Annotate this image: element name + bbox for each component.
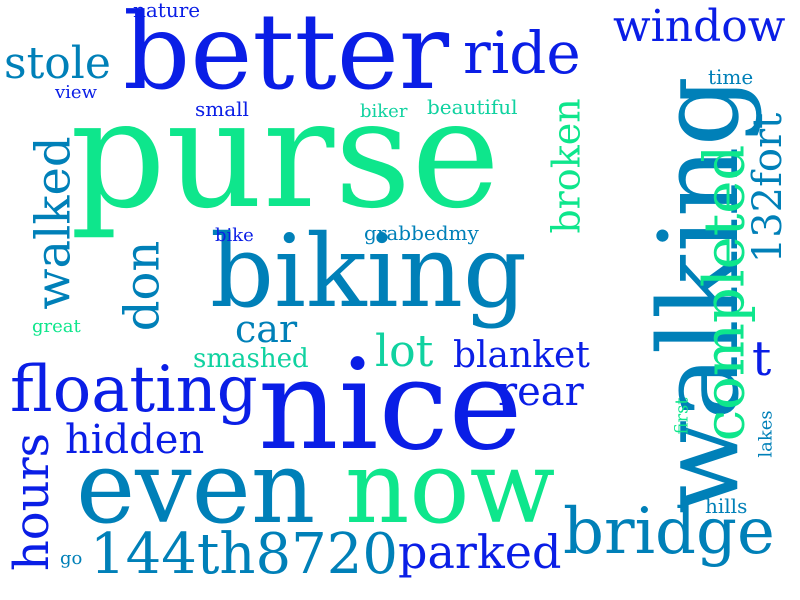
- word-t: t: [752, 331, 772, 387]
- word-floating: floating: [10, 353, 258, 427]
- word-rear: rear: [498, 369, 584, 415]
- word-first: first: [671, 397, 693, 435]
- word-better: better: [123, 0, 450, 113]
- word-now: now: [345, 429, 556, 546]
- word-window: window: [613, 1, 786, 52]
- word-144th8720: 144th8720: [90, 522, 398, 587]
- word-nature: nature: [133, 0, 201, 22]
- word-lot: lot: [375, 326, 434, 377]
- word-time: time: [708, 65, 754, 89]
- word-walked: walked: [25, 136, 82, 310]
- word-small: small: [195, 97, 249, 121]
- word-bridge: bridge: [563, 495, 775, 569]
- word-grabbedmy: grabbedmy: [364, 221, 479, 245]
- word-hidden: hidden: [65, 417, 205, 463]
- word-purse: purse: [70, 68, 501, 242]
- word-blanket: blanket: [453, 335, 590, 376]
- word-hills: hills: [705, 494, 748, 518]
- word-beautiful: beautiful: [427, 95, 518, 119]
- word-hours: hours: [4, 432, 61, 572]
- word-car: car: [235, 307, 298, 351]
- word-parked: parked: [398, 525, 562, 579]
- word-biker: biker: [360, 101, 408, 122]
- word-stole: stole: [4, 38, 111, 89]
- word-lakes: lakes: [755, 410, 777, 458]
- word-biking: biking: [210, 213, 527, 330]
- word-ride: ride: [463, 19, 581, 87]
- word-go: go: [60, 548, 83, 569]
- word-132fort: 132fort: [745, 112, 792, 264]
- word-nice: nice: [258, 333, 523, 478]
- word-even: even: [76, 429, 316, 546]
- word-view: view: [55, 82, 97, 103]
- word-great: great: [32, 316, 81, 337]
- word-don: don: [114, 240, 171, 332]
- word-bike: bike: [215, 225, 254, 246]
- word-broken: broken: [544, 98, 589, 234]
- word-smashed: smashed: [193, 344, 309, 374]
